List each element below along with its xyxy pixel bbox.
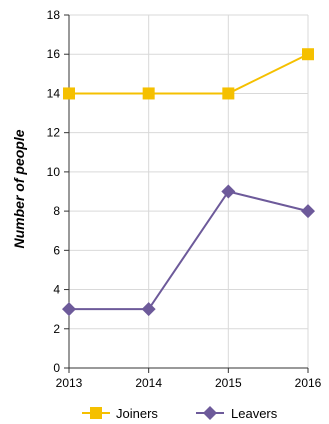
axes xyxy=(64,14,309,373)
series xyxy=(62,48,315,317)
data-point-leavers-2016 xyxy=(301,204,315,219)
data-point-joiners-2016 xyxy=(302,48,314,61)
x-tick-label-2016: 2016 xyxy=(295,376,322,390)
y-tick-label-8: 8 xyxy=(53,204,60,218)
data-point-leavers-2015 xyxy=(221,184,236,199)
y-tick-label-12: 12 xyxy=(47,126,61,140)
y-tick-label-0: 0 xyxy=(53,361,60,375)
y-tick-labels: 0 2 4 6 8 10 12 14 16 18 xyxy=(47,8,61,375)
legend-item-joiners: Joiners xyxy=(82,406,158,421)
legend-label-leavers: Leavers xyxy=(231,406,278,421)
legend-marker-joiners xyxy=(90,407,102,419)
data-point-joiners-2015 xyxy=(222,87,235,100)
data-point-joiners-2014 xyxy=(142,87,155,100)
series-line-leavers xyxy=(69,190,309,311)
y-axis-title: Number of people xyxy=(11,129,27,248)
y-tick-label-10: 10 xyxy=(47,165,61,179)
data-point-leavers-2014 xyxy=(141,302,156,317)
y-tick-label-2: 2 xyxy=(53,322,60,336)
grid-lines xyxy=(69,14,309,368)
legend-marker-leavers xyxy=(203,406,217,420)
series-joiners xyxy=(63,48,314,100)
x-tick-label-2015: 2015 xyxy=(215,376,242,390)
series-leavers xyxy=(62,184,315,317)
legend-label-joiners: Joiners xyxy=(116,406,158,421)
data-point-joiners-2013 xyxy=(63,87,75,100)
y-tick-label-18: 18 xyxy=(47,8,61,22)
y-tick-label-16: 16 xyxy=(47,47,61,61)
x-tick-labels: 2013 2014 2015 2016 xyxy=(56,376,322,390)
y-tick-label-4: 4 xyxy=(53,283,60,297)
x-tick-label-2013: 2013 xyxy=(56,376,83,390)
legend-item-leavers: Leavers xyxy=(196,406,278,421)
x-tick-label-2014: 2014 xyxy=(135,376,162,390)
data-point-leavers-2013 xyxy=(62,302,76,317)
series-line-joiners xyxy=(69,53,309,95)
y-tick-label-6: 6 xyxy=(53,243,60,257)
legend: Joiners Leavers xyxy=(82,406,278,421)
y-tick-label-14: 14 xyxy=(47,86,61,100)
